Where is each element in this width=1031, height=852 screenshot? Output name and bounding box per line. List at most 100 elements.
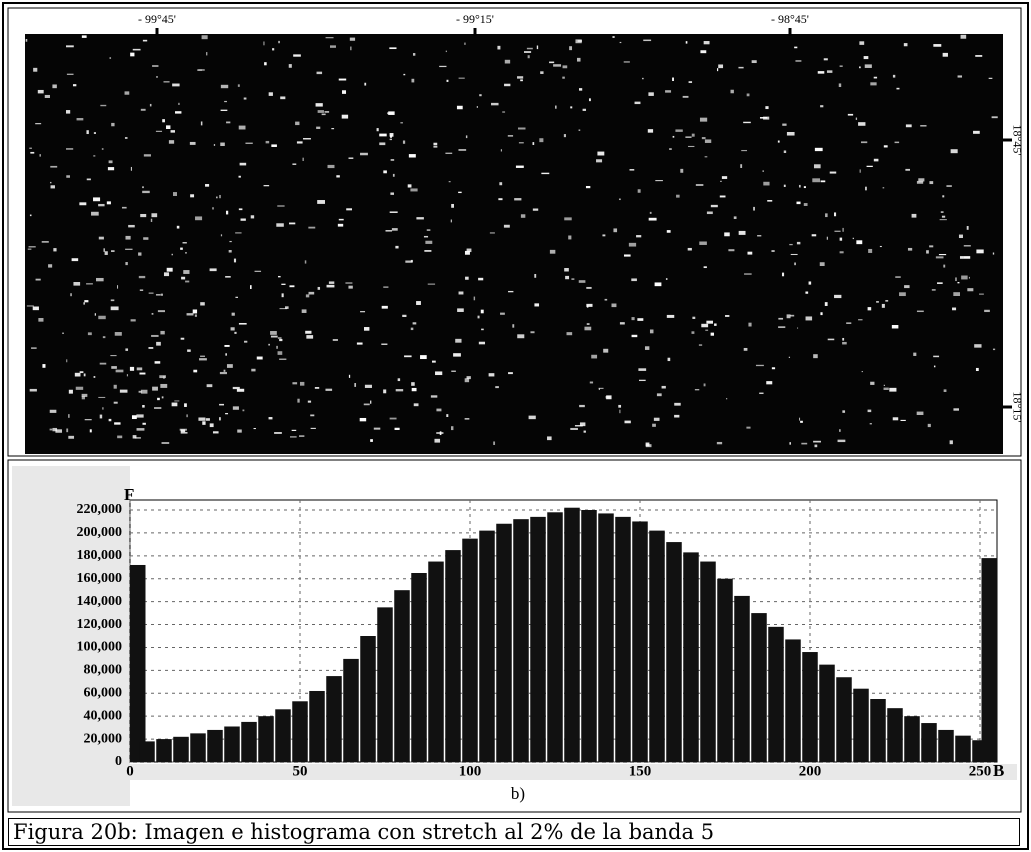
speckle (193, 370, 197, 373)
speckle (654, 418, 660, 421)
speckle (187, 349, 191, 351)
speckle (611, 304, 616, 308)
speckle (478, 278, 483, 281)
speckle (455, 339, 461, 343)
speckle (575, 425, 583, 426)
speckle (187, 313, 194, 315)
bar (751, 613, 767, 762)
speckle (303, 138, 311, 139)
speckle (279, 359, 286, 360)
speckle (53, 248, 56, 251)
speckle (763, 182, 769, 186)
bar (598, 513, 614, 762)
speckle (349, 375, 350, 378)
speckle (861, 141, 867, 143)
speckle (586, 186, 590, 188)
speckle (706, 321, 713, 324)
speckle (62, 333, 63, 334)
speckle (458, 192, 462, 193)
speckle (652, 424, 656, 427)
bar (785, 639, 801, 762)
speckle (110, 355, 116, 356)
speckle (197, 69, 202, 70)
speckle (90, 429, 92, 432)
speckle (370, 401, 371, 404)
speckle (42, 241, 49, 242)
speckle (579, 280, 586, 283)
axis-background (12, 764, 1017, 780)
panel-label: b) (511, 784, 525, 803)
speckle (787, 132, 795, 136)
speckle (30, 215, 32, 217)
speckle (606, 396, 610, 398)
speckle (29, 148, 32, 149)
speckle (530, 331, 534, 333)
speckle (846, 322, 851, 323)
speckle (143, 237, 148, 240)
speckle (235, 232, 241, 233)
speckle (263, 41, 264, 45)
page: - 99°45' - 99°15' - 98°45' 18°45' 18°15'… (0, 0, 1031, 852)
speckle (624, 61, 630, 62)
speckle (809, 281, 812, 284)
speckle (668, 358, 671, 361)
speckle (297, 141, 303, 143)
speckle (160, 331, 164, 335)
speckle (464, 43, 465, 45)
speckle (813, 441, 821, 443)
speckle (458, 149, 466, 151)
speckle (269, 417, 273, 419)
speckle (893, 417, 898, 420)
speckle (98, 397, 105, 398)
speckle (632, 335, 638, 337)
speckle (839, 429, 840, 432)
speckle (952, 308, 956, 311)
bar (938, 730, 954, 762)
speckle (772, 367, 775, 369)
speckle (917, 311, 924, 312)
speckle (937, 282, 943, 284)
speckle (705, 330, 708, 331)
speckle (820, 105, 823, 107)
speckle (154, 407, 161, 409)
speckle (498, 198, 502, 200)
speckle (31, 347, 37, 348)
speckle (434, 439, 440, 443)
speckle (221, 110, 228, 111)
speckle (33, 307, 39, 311)
speckle (889, 388, 896, 392)
speckle (274, 432, 282, 434)
speckle (167, 268, 173, 272)
speckle (141, 109, 146, 111)
speckle (842, 342, 847, 345)
speckle (293, 54, 301, 56)
speckle (251, 215, 254, 218)
speckle (152, 313, 154, 315)
speckle (508, 291, 513, 292)
speckle (225, 413, 228, 414)
speckle (289, 223, 295, 225)
speckle (642, 78, 643, 79)
y-tick-label: 40,000 (84, 708, 123, 723)
speckle (139, 373, 145, 375)
speckle (466, 135, 467, 138)
speckle (976, 249, 983, 253)
bar (462, 539, 478, 762)
speckle (30, 152, 34, 154)
speckle (864, 56, 869, 59)
bar (360, 636, 376, 762)
speckle (393, 174, 395, 177)
speckle (233, 387, 240, 389)
speckle (547, 436, 552, 440)
speckle (140, 214, 146, 217)
speckle (586, 287, 591, 289)
speckle (491, 103, 499, 105)
figure-caption: Figura 20b: Imagen e histograma con stre… (8, 818, 1020, 846)
speckle (629, 243, 636, 247)
speckle (565, 276, 569, 279)
speckle (853, 238, 854, 239)
speckle (84, 373, 86, 376)
speckle (239, 176, 241, 178)
speckle (86, 283, 93, 284)
speckle (943, 53, 948, 57)
